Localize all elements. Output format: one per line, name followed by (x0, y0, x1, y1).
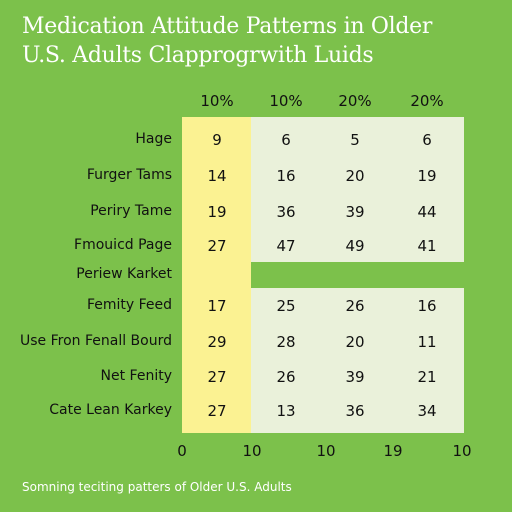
table-cell: 5 (350, 131, 360, 149)
table-cell: 39 (345, 368, 365, 386)
table-cell: 27 (207, 402, 227, 420)
chart-title-line-2: U.S. Adults Clapprogrwith Luids (22, 43, 374, 68)
table-cell: 14 (207, 167, 227, 185)
x-tick-label: 10 (316, 442, 336, 460)
row-label: Periew Karket (76, 266, 172, 282)
table-cell: 28 (276, 333, 296, 351)
table-cell: 27 (207, 368, 227, 386)
row-label: Use Fron Fenall Bourd (20, 333, 172, 349)
x-tick-label: 0 (177, 442, 187, 460)
table-cell: 25 (276, 297, 296, 315)
table-cell: 26 (276, 368, 296, 386)
table-cell: 17 (207, 297, 227, 315)
table-cell: 44 (417, 203, 437, 221)
table-cell: 47 (276, 237, 296, 255)
x-tick-label: 10 (452, 442, 472, 460)
column-header: 20% (338, 92, 372, 110)
table-cell: 6 (422, 131, 432, 149)
table-cell: 27 (207, 237, 227, 255)
chart-caption: Somning teciting patters of Older U.S. A… (22, 480, 292, 494)
table-cell: 20 (345, 167, 365, 185)
row-label: Cate Lean Karkey (49, 402, 172, 418)
x-tick-label: 10 (242, 442, 262, 460)
table-cell: 16 (276, 167, 296, 185)
table-cell: 49 (345, 237, 365, 255)
row-label: Net Fenity (100, 368, 172, 384)
table-cell: 6 (281, 131, 291, 149)
table-cell: 19 (417, 167, 437, 185)
chart-title: Medication Attitude Patterns in Older U.… (22, 12, 502, 70)
x-tick-label: 19 (383, 442, 403, 460)
row-label: Periry Tame (90, 203, 172, 219)
table-cell: 19 (207, 203, 227, 221)
table-cell: 39 (345, 203, 365, 221)
column-header: 10% (269, 92, 303, 110)
table-cell: 29 (207, 333, 227, 351)
row-label: Femity Feed (86, 297, 172, 313)
table-cell: 13 (276, 402, 296, 420)
column-header: 20% (410, 92, 444, 110)
table-cell: 9 (212, 131, 222, 149)
table-cell: 26 (345, 297, 365, 315)
table-cell: 34 (417, 402, 437, 420)
empty-row-band (251, 262, 464, 288)
table-cell: 16 (417, 297, 437, 315)
table-cell: 36 (345, 402, 365, 420)
chart-title-line-1: Medication Attitude Patterns in Older (22, 14, 433, 39)
table-cell: 20 (345, 333, 365, 351)
table-cell: 21 (417, 368, 437, 386)
table-cell: 36 (276, 203, 296, 221)
highlighted-column (182, 117, 251, 433)
table-cell: 41 (417, 237, 437, 255)
row-label: Fmouicd Page (74, 237, 172, 253)
row-label: Furger Tams (86, 167, 172, 183)
table-cell: 11 (417, 333, 437, 351)
row-label: Hage (135, 131, 172, 147)
column-header: 10% (200, 92, 234, 110)
